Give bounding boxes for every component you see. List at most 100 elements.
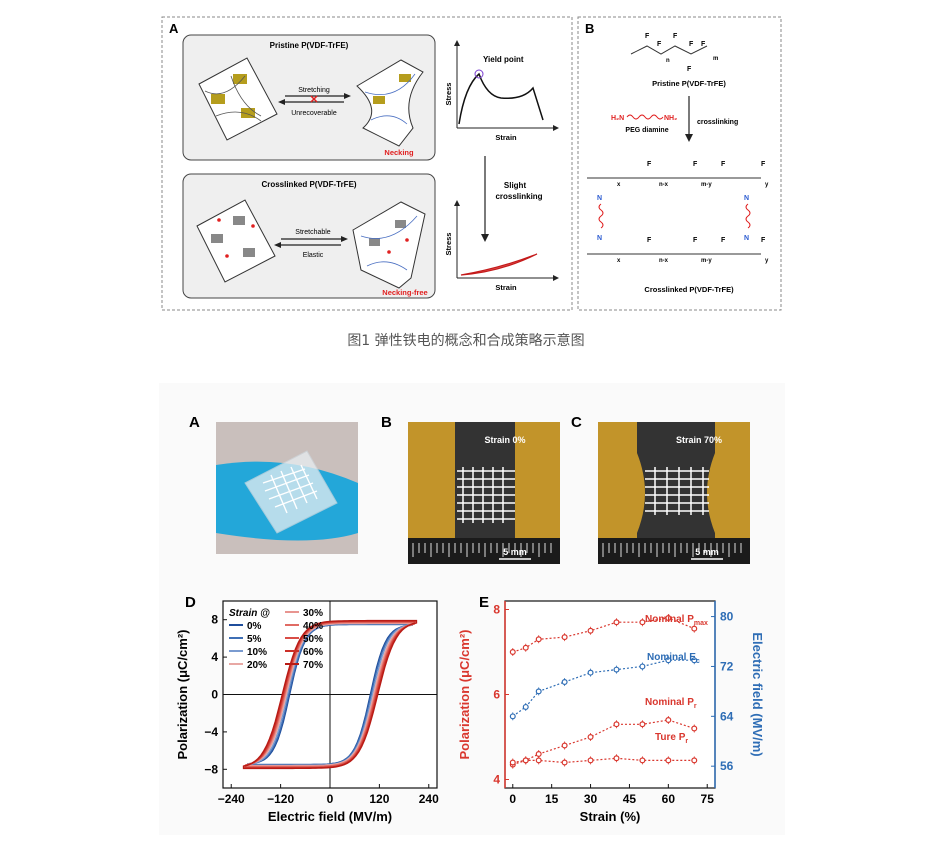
chart-e-point [509, 759, 516, 766]
chart-e-point [561, 679, 568, 686]
svg-text:y: y [765, 182, 769, 188]
elastic-label: Elastic [303, 252, 324, 259]
panel-a-label: A [169, 21, 179, 36]
chart-e-point [509, 713, 516, 720]
crosslinked-structure-label: Crosslinked P(VDF-TrFE) [644, 285, 734, 294]
chart-e-frame [504, 600, 716, 789]
figure2: A B Strain 0% 5 mm C Strain 70% 5 mm D −… [159, 383, 785, 835]
crosslinked-title: Crosslinked P(VDF-TrFE) [261, 180, 356, 189]
svg-text:F: F [761, 237, 766, 244]
chart-e-annotation-sub: c [696, 658, 700, 665]
chart-e-point [509, 649, 516, 656]
chart-e-y2tick-label: 56 [720, 759, 734, 773]
necked-film [356, 59, 424, 147]
peg-chain [626, 114, 664, 120]
figure1: A Pristine P(VDF-TrFE) Stretching ✕ Unre… [161, 16, 782, 311]
cross-icon: ✕ [309, 94, 318, 106]
chart-e-y2tick-label: 64 [720, 709, 734, 723]
stress-strain-crosslinked: Stress Strain [444, 200, 559, 292]
svg-text:m: m [713, 56, 718, 62]
chart-d-xtick-label: −240 [218, 792, 245, 806]
chart-e-point [587, 669, 594, 676]
amine-right: NH₂ [664, 115, 677, 122]
photo-b-scale: 5 mm [503, 547, 527, 557]
chart-e-point [691, 757, 698, 764]
chart-e-point [535, 636, 542, 643]
chart-d-loop-70pct [242, 619, 418, 770]
chart-e-annotation-sub: max [694, 620, 708, 627]
chart-e-line-3 [512, 757, 695, 764]
chart-e-point [561, 634, 568, 641]
strain-label-bottom: Strain [495, 283, 517, 292]
svg-text:x: x [617, 182, 621, 188]
chart-e-point [665, 717, 672, 724]
svg-text:F: F [647, 161, 652, 168]
stress-label-top: Stress [444, 83, 453, 106]
stress-label-bottom: Stress [444, 233, 453, 256]
chart-e-point [691, 725, 698, 732]
svg-text:F: F [647, 237, 652, 244]
chart-e-point [587, 627, 594, 634]
chart-d-legend-label: 20% [247, 660, 267, 671]
chart-d-legend-label: 60% [303, 647, 323, 658]
chart-e-point [522, 757, 529, 764]
photo-b-strain-text: Strain 0% [484, 435, 525, 445]
pristine-structure-label: Pristine P(VDF-TrFE) [652, 79, 726, 88]
slight-label: Slight [504, 181, 527, 190]
chart-e-point [691, 657, 698, 664]
svg-text:m-y: m-y [701, 258, 712, 264]
chart-d-xtick-label: −120 [267, 792, 294, 806]
chart-d-xtick-label: 120 [369, 792, 389, 806]
chart-e-xtick-label: 60 [662, 792, 676, 806]
chart-e-xtick-label: 15 [545, 792, 559, 806]
fig2-label-b: B [381, 414, 392, 431]
chart-e-point [535, 757, 542, 764]
yield-point-label: Yield point [483, 55, 524, 64]
fig2-label-a: A [189, 414, 200, 431]
stretching-label: Stretching [298, 87, 330, 94]
fig2-label-d: D [185, 594, 196, 611]
stretchable-label: Stretchable [295, 229, 331, 236]
svg-text:F: F [693, 237, 698, 244]
chart-e-xtick-label: 30 [584, 792, 598, 806]
svg-text:N: N [597, 235, 602, 242]
fig2-label-e: E [479, 594, 489, 611]
unrecoverable-label: Unrecoverable [291, 110, 337, 117]
svg-text:F: F [657, 41, 662, 48]
chart-e-annotation-sub: r [685, 738, 688, 745]
chart-e-point [665, 757, 672, 764]
chart-e-ylabel: Polarization (μC/cm²) [457, 629, 472, 759]
chart-e-y2label: Electric field (MV/m) [750, 632, 765, 756]
peg-label: PEG diamine [625, 127, 668, 134]
crosslinking-label-b: crosslinking [697, 119, 738, 126]
chart-e-y2tick-label: 80 [720, 610, 734, 624]
chart-e-point [665, 615, 672, 622]
chart-d-ytick-label: 8 [211, 613, 218, 627]
chart-d-xtick-label: 0 [327, 792, 334, 806]
chart-d-ylabel: Polarization (μC/cm²) [175, 629, 190, 759]
chart-e-annotation-sub: r [694, 703, 697, 710]
svg-text:F: F [721, 237, 726, 244]
crosslinked-structure: x n-x m-y y x n-x m-y y N N N N F F F F F F… [587, 161, 769, 264]
chart-e-point [613, 721, 620, 728]
svg-text:F: F [701, 41, 706, 48]
chart-d-ytick-label: 4 [211, 650, 218, 664]
svg-text:F: F [761, 161, 766, 168]
fig2-label-c: C [571, 414, 582, 431]
chart-e-point [535, 688, 542, 695]
svg-text:F: F [689, 41, 694, 48]
panel-b-frame [577, 16, 782, 311]
photo-c-scale: 5 mm [695, 547, 719, 557]
chart-e-ytick-label: 6 [493, 688, 500, 702]
svg-text:n-x: n-x [659, 258, 669, 264]
panel-b-label: B [585, 21, 594, 36]
svg-text:F: F [693, 161, 698, 168]
chart-e-point [535, 751, 542, 758]
chart-d: −240 −120 0 120 240 −8 −4 0 4 8 Electric field (MV… [175, 600, 439, 824]
chart-e-point [639, 619, 646, 626]
amine-left: H₂N [611, 115, 624, 122]
chart-e-point [561, 759, 568, 766]
crosslinking-label-a: crosslinking [495, 192, 542, 201]
chart-e-point [613, 755, 620, 762]
chart-e-xtick-label: 45 [623, 792, 637, 806]
